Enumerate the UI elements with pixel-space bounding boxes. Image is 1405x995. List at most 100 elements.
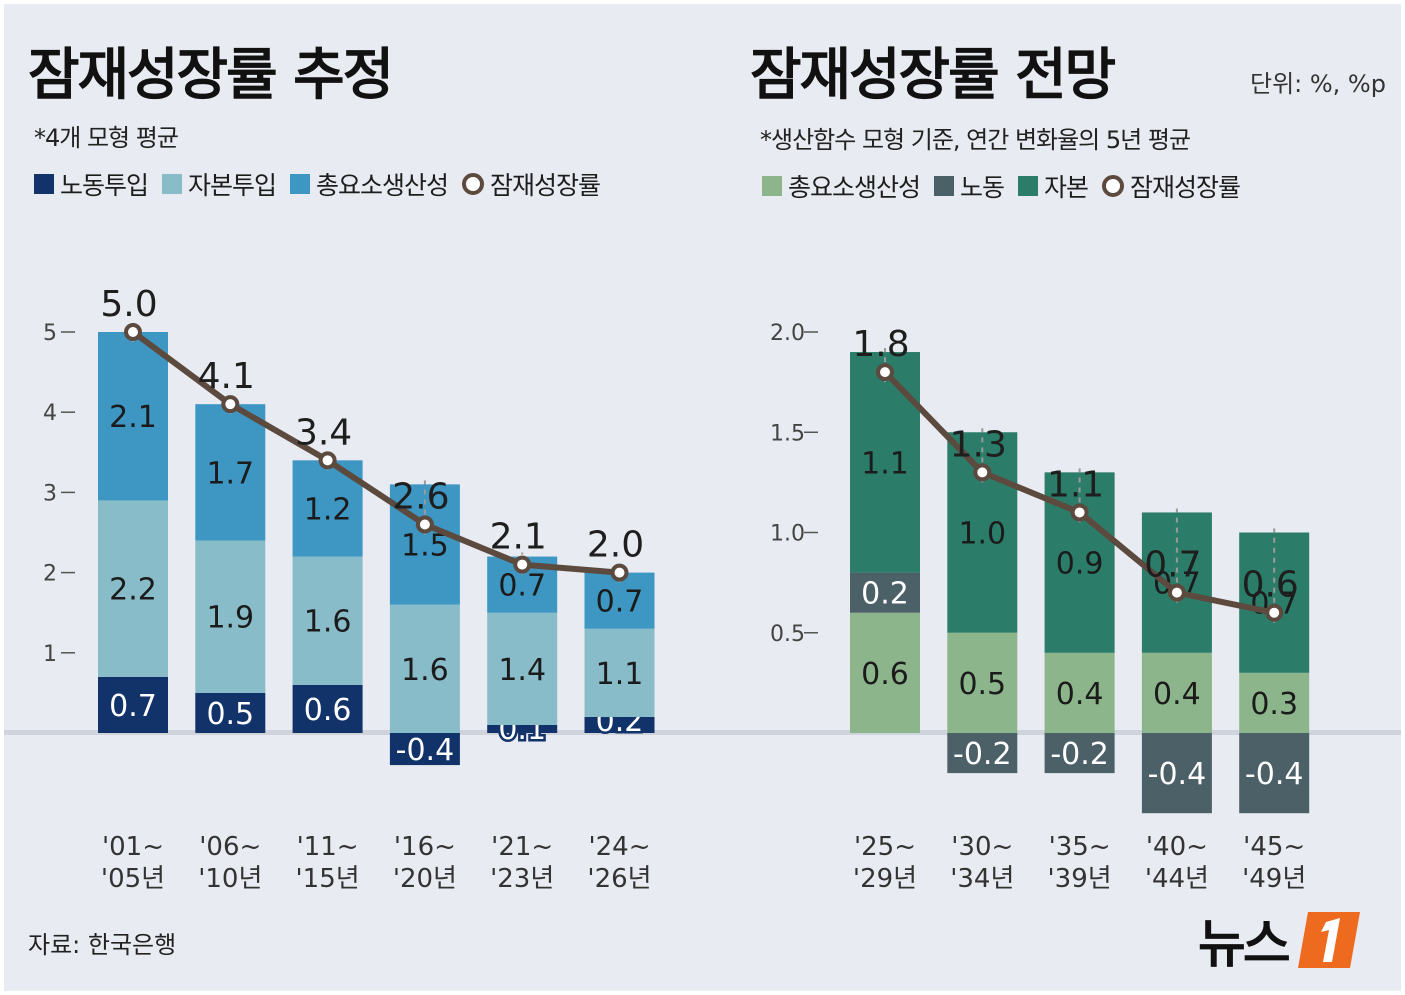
line-point [124, 323, 142, 341]
x-category-label: '10년 [198, 864, 262, 894]
x-category-label: '49년 [1242, 864, 1306, 894]
line-point [318, 451, 337, 470]
line-value-label: 2.6 [392, 476, 449, 517]
x-category-label: '15년 [296, 864, 360, 894]
x-category-label: '25~ [854, 832, 916, 862]
bar-value-label: 0.4 [1153, 677, 1201, 712]
right-legend-item-3: 잠재성장률 [1102, 168, 1241, 204]
left-legend-item-3: 잠재성장률 [462, 166, 601, 202]
legend-label: 자본 [1044, 173, 1089, 202]
source-label: 자료: 한국은행 [28, 931, 177, 959]
line-value-label: 1.3 [950, 424, 1007, 465]
right-legend-item-1: 노동 [934, 168, 1005, 204]
bar-value-label: 1.9 [206, 601, 254, 636]
line-value-label: 5.0 [100, 284, 157, 325]
bar-segment [850, 572, 920, 613]
bar-segment [487, 612, 558, 725]
right-chart-note: *생산함수 모형 기준, 연간 변화율의 5년 평균 [760, 126, 1191, 154]
bar-segment [1141, 652, 1212, 733]
legend-label: 잠재성장률 [1130, 173, 1241, 202]
bar-value-label: 0.9 [1056, 547, 1104, 582]
x-category-label: '16~ [394, 832, 456, 862]
line-value-label: 3.4 [295, 412, 352, 453]
x-category-label: '45~ [1243, 832, 1305, 862]
right-legend: 총요소생산성 노동 자본 잠재성장률 [762, 168, 1254, 204]
logo-text: 뉴스 [1198, 915, 1291, 975]
x-category-label: '30~ [951, 832, 1013, 862]
y-tick-label: 1.0 [770, 522, 805, 547]
bar-value-label: 0.7 [596, 585, 644, 620]
bar-segment [584, 628, 655, 717]
bar-segment [947, 632, 1018, 733]
line-value-label: 1.1 [1047, 464, 1104, 505]
chart-estimate: 1 2 3 4 5 0.7 2.2 2.1 '01~'05년 0.5 1.9 1.7 '06~'10년 0… [43, 284, 655, 894]
line-point [876, 363, 894, 382]
x-category-label: '34년 [950, 864, 1014, 894]
y-tick-label: 2 [43, 562, 57, 587]
bar-value-label: -0.2 [1050, 737, 1109, 772]
legend-label: 총요소생산성 [316, 171, 449, 200]
y-tick-label: 0.5 [770, 622, 805, 647]
legend-label: 자본투입 [188, 171, 277, 200]
bar-segment [1239, 733, 1310, 814]
x-category-label: '23년 [490, 864, 554, 894]
line-point [513, 555, 532, 574]
bar-value-label: 0.5 [958, 667, 1006, 702]
bar-value-label: 1.0 [958, 517, 1006, 552]
legend-swatch [162, 174, 183, 194]
bar-segment [195, 404, 266, 541]
bar-value-label: 0.6 [304, 693, 352, 728]
legend-label: 노동 [960, 173, 1005, 202]
bar-value-label: 1.1 [861, 446, 909, 481]
bar-segment [1141, 733, 1212, 814]
line-point [415, 515, 434, 534]
y-tick-label: 5 [43, 321, 57, 346]
line-value-label: 0.7 [1144, 545, 1201, 586]
x-category-label: '40~ [1146, 832, 1208, 862]
y-tick-label: 3 [43, 481, 57, 506]
bar-value-label: 1.6 [401, 653, 449, 688]
bar-value-label: 1.4 [498, 653, 546, 688]
bar-segment [1044, 733, 1115, 774]
bar-value-label: 1.1 [596, 657, 644, 692]
bar-value-label: 0.3 [1250, 687, 1298, 722]
line-point [1167, 583, 1186, 602]
legend-swatch [34, 174, 54, 194]
bar-segment [98, 500, 168, 677]
line-point [1265, 603, 1284, 622]
bar-segment [98, 676, 168, 733]
left-chart-note: *4개 모형 평균 [34, 124, 179, 152]
bar-segment [850, 352, 920, 573]
bar-value-label: -0.4 [1245, 757, 1304, 792]
x-category-label: '01~ [102, 832, 164, 862]
left-legend-item-1: 자본투입 [162, 166, 277, 202]
bar-segment [487, 724, 558, 733]
right-legend-item-2: 자본 [1018, 168, 1089, 204]
legend-label: 잠재성장률 [490, 171, 601, 200]
bar-value-label: 0.6 [861, 657, 909, 692]
bar-segment [292, 684, 363, 733]
bar-value-label: -0.4 [396, 733, 455, 768]
bar-value-label: 2.1 [109, 400, 157, 435]
legend-swatch [762, 176, 782, 196]
bar-value-label: -0.2 [953, 737, 1012, 772]
x-category-label: '20년 [393, 864, 457, 894]
line-point [221, 395, 240, 414]
line-point [973, 463, 992, 482]
x-category-label: '39년 [1048, 864, 1112, 894]
right-chart-title: 잠재성장률 전망 [750, 43, 1116, 108]
x-category-label: '44년 [1145, 864, 1209, 894]
bar-segment [1239, 672, 1310, 733]
news1-logo: 뉴스 [1198, 902, 1364, 977]
x-category-label: '21~ [491, 832, 553, 862]
x-category-label: '24~ [588, 832, 650, 862]
line-value-label: 0.6 [1242, 565, 1299, 606]
x-category-label: '05년 [101, 864, 165, 894]
potential-growth-line [131, 329, 620, 576]
bar-segment [389, 604, 460, 733]
bar-segment [850, 612, 920, 733]
bar-segment [584, 716, 655, 733]
left-legend-item-0: 노동투입 [34, 166, 149, 202]
bar-segment [389, 733, 460, 766]
